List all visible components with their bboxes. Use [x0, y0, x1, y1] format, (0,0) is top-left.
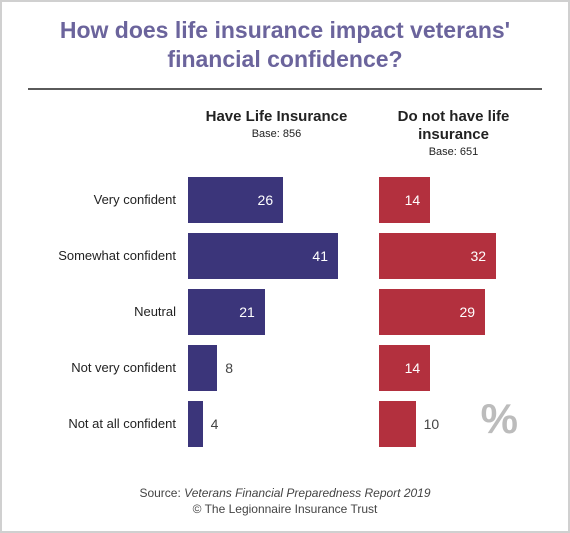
- chart-row: Neutral21 29: [28, 284, 542, 340]
- chart-title: How does life insurance impact veterans'…: [28, 16, 542, 74]
- header-spacer: [28, 108, 188, 158]
- source-text: Veterans Financial Preparedness Report 2…: [184, 486, 430, 500]
- header-have-title: Have Life Insurance: [188, 108, 365, 126]
- bar: 14: [379, 177, 430, 223]
- header-not: Do not have life insurance Base: 651: [365, 108, 542, 158]
- bar: 14: [379, 345, 430, 391]
- bar: 41: [188, 233, 338, 279]
- chart-row: Not at all confident 4 10: [28, 396, 542, 452]
- chart-frame: How does life insurance impact veterans'…: [0, 0, 570, 533]
- bar-value-outside: 10: [424, 416, 440, 432]
- category-label: Somewhat confident: [28, 248, 188, 263]
- chart-footer: Source: Veterans Financial Preparedness …: [2, 485, 568, 517]
- column-headers: Have Life Insurance Base: 856 Do not hav…: [28, 108, 542, 158]
- header-have-base: Base: 856: [188, 128, 365, 140]
- header-not-title: Do not have life insurance: [365, 108, 542, 144]
- bar-cell-have: 21: [188, 284, 351, 340]
- bar-cell-not: 14: [351, 172, 542, 228]
- header-not-base: Base: 651: [365, 146, 542, 158]
- bar: 21: [188, 289, 265, 335]
- bar: 32: [379, 233, 496, 279]
- percent-symbol: %: [481, 395, 518, 443]
- bar-cell-have: 26: [188, 172, 351, 228]
- bar-cell-not: 32: [351, 228, 542, 284]
- chart-row: Very confident26 14: [28, 172, 542, 228]
- bar-cell-have: 41: [188, 228, 351, 284]
- bar-value-outside: 4: [211, 416, 219, 432]
- bar-value-outside: 8: [225, 360, 233, 376]
- copyright-text: © The Legionnaire Insurance Trust: [193, 502, 378, 516]
- source-prefix: Source:: [139, 486, 184, 500]
- bar: [188, 401, 203, 447]
- bar: [379, 401, 416, 447]
- chart-row: Not very confident 8 14: [28, 340, 542, 396]
- category-label: Not at all confident: [28, 416, 188, 431]
- category-label: Neutral: [28, 304, 188, 319]
- bar: 29: [379, 289, 485, 335]
- chart-row: Somewhat confident41 32: [28, 228, 542, 284]
- bar: [188, 345, 217, 391]
- header-have: Have Life Insurance Base: 856: [188, 108, 365, 158]
- bar-cell-have: 8: [188, 340, 351, 396]
- category-label: Not very confident: [28, 360, 188, 375]
- title-divider: [28, 88, 542, 90]
- category-label: Very confident: [28, 192, 188, 207]
- bar-cell-not: 29: [351, 284, 542, 340]
- bar-cell-have: 4: [188, 396, 351, 452]
- bar-cell-not: 14: [351, 340, 542, 396]
- chart-rows: Very confident26 14 Somewhat confident41 32…: [28, 172, 542, 452]
- bar: 26: [188, 177, 283, 223]
